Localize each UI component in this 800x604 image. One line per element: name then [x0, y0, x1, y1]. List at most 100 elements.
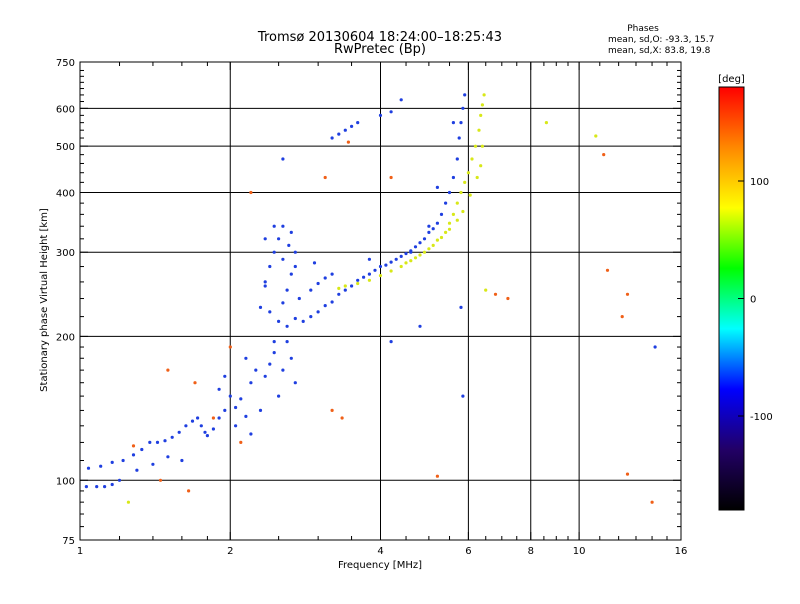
- data-point-scatter: [506, 296, 510, 301]
- data-points-layer: [84, 93, 657, 504]
- stats-x-phase: mean, sd,X: 83.8, 19.8: [608, 46, 711, 56]
- data-point-o: [418, 241, 422, 245]
- data-point-o: [268, 362, 272, 366]
- data-point-o: [177, 430, 181, 434]
- data-point-o: [223, 408, 227, 412]
- data-point-x: [378, 274, 383, 278]
- x-tick-label: 8: [528, 546, 534, 557]
- data-point-o: [110, 460, 114, 464]
- data-point-scatter: [389, 175, 393, 180]
- data-point-x: [418, 253, 422, 257]
- data-point-o: [455, 157, 459, 161]
- data-point-o: [461, 394, 465, 398]
- data-point-x: [544, 121, 549, 125]
- data-point-x: [480, 103, 484, 107]
- data-point-o: [249, 381, 253, 385]
- data-point-o: [435, 185, 439, 189]
- data-point-o: [86, 466, 91, 470]
- y-tick-label: 300: [56, 248, 75, 259]
- data-point-o: [263, 284, 267, 288]
- data-point-scatter: [625, 292, 630, 296]
- data-point-o: [234, 424, 238, 428]
- data-point-x: [477, 128, 481, 132]
- data-point-x: [466, 171, 470, 175]
- data-point-o: [184, 424, 188, 428]
- data-point-scatter: [228, 345, 232, 349]
- data-point-o: [447, 190, 452, 195]
- data-point-o: [394, 257, 398, 261]
- data-point-x: [409, 259, 413, 263]
- data-point-scatter: [605, 268, 610, 272]
- data-point-o: [404, 252, 408, 256]
- data-point-o: [272, 224, 276, 228]
- data-point-o: [316, 310, 320, 314]
- data-point-o: [281, 368, 285, 372]
- data-point-x: [475, 175, 479, 180]
- y-tick-label: 75: [62, 536, 75, 547]
- data-point-o: [217, 416, 221, 420]
- data-point-o: [277, 394, 281, 398]
- x-tick-label: 1: [77, 546, 83, 557]
- data-point-x: [480, 144, 484, 148]
- data-point-o: [258, 305, 263, 309]
- data-point-o: [457, 136, 461, 140]
- data-point-o: [312, 261, 317, 265]
- data-point-o: [350, 284, 354, 288]
- data-point-o: [461, 106, 465, 110]
- data-point-x: [482, 93, 486, 97]
- chart-title: Tromsø 20130604 18:24:00–18:25:43: [257, 30, 502, 45]
- data-point-o: [180, 458, 184, 463]
- data-point-x: [459, 190, 463, 195]
- data-point-scatter: [211, 416, 215, 420]
- data-point-o: [263, 374, 267, 378]
- y-tick-label: 200: [56, 332, 75, 343]
- data-point-x: [444, 230, 448, 234]
- data-point-o: [211, 427, 215, 431]
- stats-o-phase: mean, sd,O: -93.3, 15.7: [608, 35, 714, 45]
- data-point-x: [447, 221, 452, 225]
- data-point-o: [140, 447, 144, 452]
- data-point-o: [356, 278, 360, 282]
- data-point-o: [389, 340, 393, 344]
- data-point-o: [268, 264, 272, 269]
- data-point-x: [439, 235, 444, 240]
- data-point-o: [451, 121, 455, 125]
- data-point-o: [293, 250, 297, 254]
- data-point-o: [378, 113, 383, 117]
- data-point-o: [244, 356, 248, 360]
- data-point-x: [422, 250, 427, 254]
- data-point-o: [281, 157, 285, 161]
- stats-heading: Phases: [627, 24, 659, 34]
- data-point-scatter: [620, 315, 624, 319]
- data-point-x: [455, 201, 459, 205]
- data-point-o: [148, 440, 152, 444]
- data-point-o: [268, 310, 272, 314]
- y-tick-label: 400: [56, 188, 75, 199]
- data-point-o: [293, 381, 297, 385]
- y-tick-label: 500: [56, 142, 75, 153]
- data-point-o: [330, 300, 334, 304]
- data-point-x: [479, 113, 483, 117]
- data-point-o: [254, 368, 258, 372]
- data-point-o: [263, 237, 267, 241]
- data-point-o: [439, 212, 444, 216]
- data-point-o: [249, 432, 253, 436]
- data-point-o: [459, 305, 463, 309]
- data-point-o: [463, 93, 467, 97]
- data-point-o: [444, 201, 448, 205]
- data-point-o: [135, 468, 139, 472]
- data-point-o: [337, 132, 341, 136]
- data-point-o: [356, 121, 360, 125]
- data-point-scatter: [193, 381, 197, 385]
- data-point-o: [459, 121, 463, 125]
- data-point-x: [431, 243, 435, 247]
- data-point-o: [389, 260, 393, 264]
- data-point-x: [468, 193, 472, 197]
- data-point-x: [404, 261, 408, 265]
- data-point-o: [190, 419, 195, 423]
- data-point-scatter: [158, 478, 163, 482]
- data-point-x: [413, 256, 418, 260]
- data-point-scatter: [493, 292, 498, 296]
- y-tick-label: 750: [56, 58, 75, 69]
